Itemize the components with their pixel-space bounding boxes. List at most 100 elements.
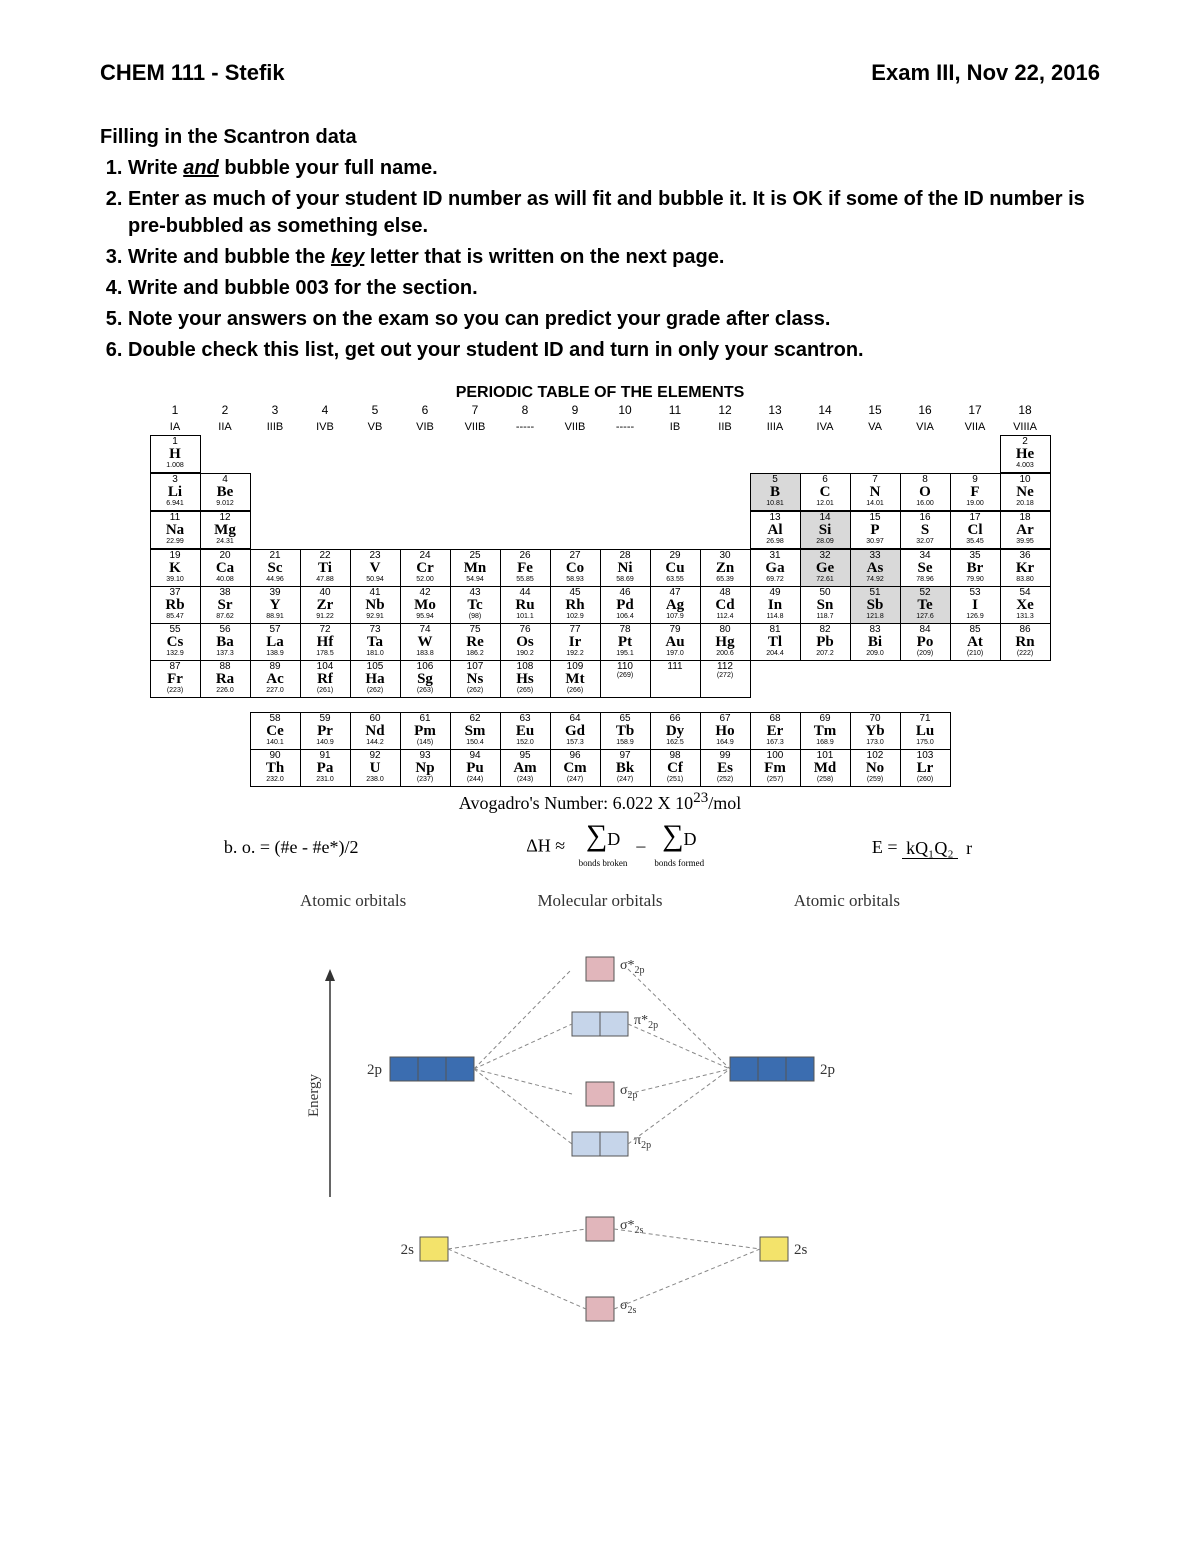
- element-cell: 25Mn54.94: [450, 549, 501, 587]
- element-cell: 60Nd144.2: [350, 712, 401, 750]
- element-cell: 102No(259): [850, 749, 901, 787]
- element-cell: 27Co58.93: [550, 549, 601, 587]
- element-cell: 112(272): [700, 660, 751, 698]
- mo-svg: Energy2p2pσ*2pπ*2pσ2pπ2p2s2sσ*2sσ2s: [300, 917, 900, 1347]
- element-cell: 78Pt195.1: [600, 623, 651, 661]
- group-number: 10: [600, 402, 650, 419]
- element-cell: 39Y88.91: [250, 586, 301, 624]
- element-cell: 100Fm(257): [750, 749, 801, 787]
- group-number: 18: [1000, 402, 1050, 419]
- group-label: IVB: [300, 419, 350, 435]
- formula-coulomb: E = kQ₁Q₂ r: [872, 837, 976, 859]
- svg-text:2p: 2p: [820, 1062, 835, 1078]
- element-cell: 13Al26.98: [750, 511, 801, 549]
- group-number: 2: [200, 402, 250, 419]
- element-cell: 55Cs132.9: [150, 623, 201, 661]
- element-cell: 84Po(209): [900, 623, 951, 661]
- element-cell: 31Ga69.72: [750, 549, 801, 587]
- mo-diagram: Atomic orbitals Molecular orbitals Atomi…: [300, 891, 900, 1347]
- element-cell: 49In114.8: [750, 586, 801, 624]
- element-cell: 66Dy162.5: [650, 712, 701, 750]
- element-cell: 8O16.00: [900, 473, 951, 511]
- group-label: VIIB: [550, 419, 600, 435]
- instruction-item: Write and bubble the key letter that is …: [128, 244, 1100, 271]
- element-cell: 16S32.07: [900, 511, 951, 549]
- element-cell: 21Sc44.96: [250, 549, 301, 587]
- course-title: CHEM 111 - Stefik: [100, 60, 285, 86]
- element-cell: 47Ag107.9: [650, 586, 701, 624]
- dh-sub2: bonds formed: [654, 858, 704, 868]
- element-cell: 50Sn118.7: [800, 586, 851, 624]
- element-cell: 57La138.9: [250, 623, 301, 661]
- group-label: VB: [350, 419, 400, 435]
- group-label: VIA: [900, 419, 950, 435]
- element-cell: 96Cm(247): [550, 749, 601, 787]
- element-cell: 74W183.8: [400, 623, 451, 661]
- element-cell: 53I126.9: [950, 586, 1001, 624]
- avogadro-pre: Avogadro's Number: 6.022 X 10: [459, 793, 693, 813]
- mo-title-right: Atomic orbitals: [794, 891, 900, 911]
- element-cell: 37Rb85.47: [150, 586, 201, 624]
- element-cell: 11Na22.99: [150, 511, 201, 549]
- element-cell: 15P30.97: [850, 511, 901, 549]
- element-cell: 105Ha(262): [350, 660, 401, 698]
- element-cell: 43Tc(98): [450, 586, 501, 624]
- element-cell: 54Xe131.3: [1000, 586, 1051, 624]
- element-cell: 107Ns(262): [450, 660, 501, 698]
- element-cell: 28Ni58.69: [600, 549, 651, 587]
- group-label: VIIA: [950, 419, 1000, 435]
- element-cell: 73Ta181.0: [350, 623, 401, 661]
- instruction-item: Note your answers on the exam so you can…: [128, 306, 1100, 333]
- instruction-item: Write and bubble 003 for the section.: [128, 275, 1100, 302]
- element-cell: 38Sr87.62: [200, 586, 251, 624]
- element-cell: 9F19.00: [950, 473, 1001, 511]
- element-cell: 17Cl35.45: [950, 511, 1001, 549]
- svg-text:2p: 2p: [367, 1062, 382, 1078]
- group-label: IIB: [700, 419, 750, 435]
- element-cell: 70Yb173.0: [850, 712, 901, 750]
- element-cell: 45Rh102.9: [550, 586, 601, 624]
- group-number: 7: [450, 402, 500, 419]
- element-cell: 7N14.01: [850, 473, 901, 511]
- element-cell: 40Zr91.22: [300, 586, 351, 624]
- group-label: -----: [600, 419, 650, 435]
- element-cell: 103Lr(260): [900, 749, 951, 787]
- element-cell: 63Eu152.0: [500, 712, 551, 750]
- element-cell: 19K39.10: [150, 549, 201, 587]
- ptable-title: PERIODIC TABLE OF THE ELEMENTS: [100, 384, 1100, 402]
- dh-lhs: ΔH ≈: [526, 836, 565, 856]
- element-cell: 6C12.01: [800, 473, 851, 511]
- group-number: 16: [900, 402, 950, 419]
- avogadro-post: /mol: [708, 793, 741, 813]
- element-cell: 33As74.92: [850, 549, 901, 587]
- element-cell: 12Mg24.31: [200, 511, 251, 549]
- element-cell: 32Ge72.61: [800, 549, 851, 587]
- element-cell: 110(269): [600, 660, 651, 698]
- element-cell: 80Hg200.6: [700, 623, 751, 661]
- instruction-item: Write and bubble your full name.: [128, 155, 1100, 182]
- element-cell: 41Nb92.91: [350, 586, 401, 624]
- formula-enthalpy: ΔH ≈ ∑Dbonds broken – ∑Dbonds formed: [526, 824, 704, 871]
- element-cell: 99Es(252): [700, 749, 751, 787]
- element-cell: 72Hf178.5: [300, 623, 351, 661]
- element-cell: 1H1.008: [150, 435, 201, 473]
- element-cell: 14Si28.09: [800, 511, 851, 549]
- formulas-row: b. o. = (#e - #e*)/2 ΔH ≈ ∑Dbonds broken…: [100, 824, 1100, 871]
- element-cell: 18Ar39.95: [1000, 511, 1051, 549]
- element-cell: 23V50.94: [350, 549, 401, 587]
- avogadro-number: Avogadro's Number: 6.022 X 1023/mol: [100, 790, 1100, 814]
- element-cell: 68Er167.3: [750, 712, 801, 750]
- svg-text:2s: 2s: [401, 1242, 415, 1258]
- group-number: 12: [700, 402, 750, 419]
- e-top: kQ₁Q₂: [902, 838, 958, 859]
- element-cell: 34Se78.96: [900, 549, 951, 587]
- group-number: 3: [250, 402, 300, 419]
- instruction-item: Double check this list, get out your stu…: [128, 337, 1100, 364]
- element-cell: 76Os190.2: [500, 623, 551, 661]
- group-label: -----: [500, 419, 550, 435]
- element-cell: 20Ca40.08: [200, 549, 251, 587]
- element-cell: 88Ra226.0: [200, 660, 251, 698]
- element-cell: 22Ti47.88: [300, 549, 351, 587]
- element-cell: 46Pd106.4: [600, 586, 651, 624]
- periodic-table: 123456789101112131415161718 IAIIAIIIBIVB…: [150, 402, 1050, 786]
